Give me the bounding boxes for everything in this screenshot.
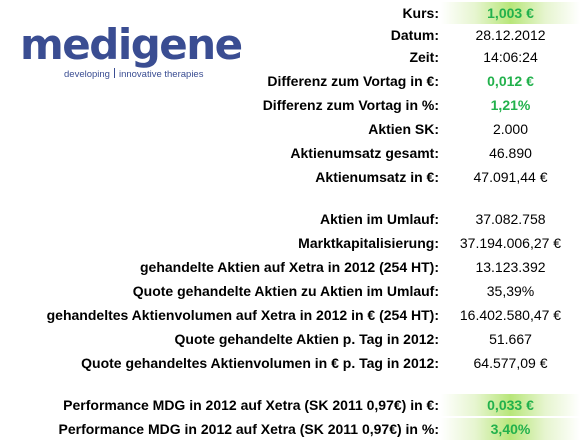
row-performance-euro: Performance MDG in 2012 auf Xetra (SK 20… [0,394,580,416]
row-quote-umlauf: Quote gehandelte Aktien zu Aktien im Uml… [0,280,580,302]
logo-tagline-divider [113,68,115,78]
row-label: Datum: [390,27,439,43]
logo-tagline: developing innovative therapies [64,68,203,80]
row-aktienumsatz-euro: Aktienumsatz in €: 47.091,44 € [0,166,580,188]
logo-wordmark: medigene [20,20,243,69]
row-aktien-sk: Aktien SK: 2.000 [0,118,580,140]
row-label: Zeit: [409,49,439,65]
row-label: gehandeltes Aktienvolumen auf Xetra in 2… [46,307,439,323]
row-label: Differenz zum Vortag in %: [262,97,439,113]
row-gehandelte-aktien: gehandelte Aktien auf Xetra in 2012 (254… [0,256,580,278]
row-label: Kurs: [402,5,439,21]
row-label: Quote gehandelte Aktien p. Tag in 2012: [174,331,440,347]
row-value: 13.123.392 [475,259,546,275]
row-value: 0,033 € [441,394,580,416]
row-label: gehandelte Aktien auf Xetra in 2012 (254… [139,259,439,275]
row-zeit: Zeit: 14:06:24 [0,46,580,68]
row-performance-prozent: Performance MDG in 2012 auf Xetra (SK 20… [0,418,580,440]
row-label: Aktienumsatz gesamt: [290,145,439,161]
row-value: 64.577,09 € [473,355,548,371]
row-aktienumsatz-gesamt: Aktienumsatz gesamt: 46.890 [0,142,580,164]
row-label: Quote gehandeltes Aktienvolumen in € p. … [81,355,439,371]
row-value: 37.082.758 [475,211,546,227]
row-value: 0,012 € [487,73,534,89]
row-value: 47.091,44 € [473,169,548,185]
logo-tagline-part-b: innovative therapies [118,69,204,80]
row-value: 16.402.580,47 € [459,307,562,323]
logo-tagline-part-a: developing [64,69,110,80]
row-quote-volumen-tag: Quote gehandeltes Aktienvolumen in € p. … [0,352,580,374]
row-label: Aktienumsatz in €: [315,169,439,185]
medigene-logo: medigene developing innovative therapies [20,20,243,80]
row-label: Performance MDG in 2012 auf Xetra (SK 20… [58,421,440,437]
row-label: Differenz zum Vortag in €: [267,73,439,89]
row-value: 35,39% [486,283,535,299]
row-label: Marktkapitalisierung: [298,235,439,251]
row-differenz-prozent: Differenz zum Vortag in %: 1,21% [0,94,580,116]
row-marktkapitalisierung: Marktkapitalisierung: 37.194.006,27 € [0,232,580,254]
row-value: 28.12.2012 [475,27,546,43]
row-label: Aktien SK: [368,121,439,137]
row-value: 3,40% [441,418,580,440]
row-value: 2.000 [492,121,529,137]
row-differenz-euro: Differenz zum Vortag in €: 0,012 € [0,70,580,92]
row-value: 37.194.006,27 € [459,235,562,251]
row-value: 14:06:24 [483,49,538,65]
row-label: Aktien im Umlauf: [319,211,439,227]
row-value: 46.890 [489,145,532,161]
row-value: 51.667 [489,331,532,347]
row-value: 1,21% [490,97,531,113]
row-datum: Datum: 28.12.2012 [0,24,580,46]
row-label: Performance MDG in 2012 auf Xetra (SK 20… [63,397,439,413]
row-value: 1,003 € [441,2,580,24]
row-aktien-im-umlauf: Aktien im Umlauf: 37.082.758 [0,208,580,230]
row-kurs: Kurs: 1,003 € [0,2,580,24]
row-label: Quote gehandelte Aktien zu Aktien im Uml… [132,283,439,299]
row-quote-aktien-tag: Quote gehandelte Aktien p. Tag in 2012: … [0,328,580,350]
row-aktienvolumen: gehandeltes Aktienvolumen auf Xetra in 2… [0,304,580,326]
